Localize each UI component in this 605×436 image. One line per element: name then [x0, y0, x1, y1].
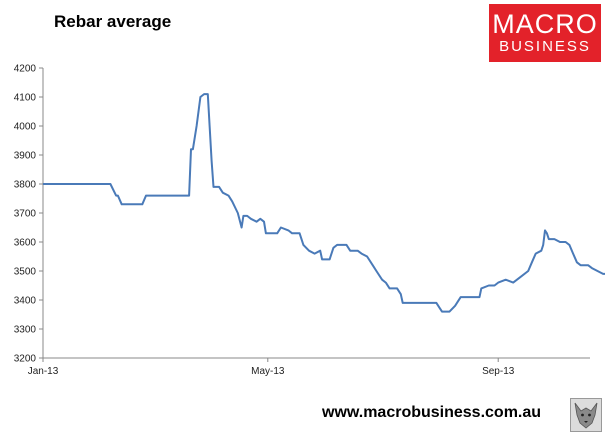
chart-title: Rebar average: [54, 12, 172, 31]
y-axis-ticks: 3200 3300 3400 3500 3600 3700 3800 3900 4000 4100…: [14, 64, 43, 365]
x-axis-ticks: Jan-13 May-13 Sep-13: [28, 358, 515, 377]
x-tick-label: Sep-13: [482, 366, 515, 377]
rebar-series-line: [43, 93, 605, 313]
y-tick-label: 4000: [14, 122, 37, 133]
y-tick-label: 4200: [14, 64, 37, 75]
y-tick-label: 4100: [14, 93, 37, 104]
y-tick-label: 3900: [14, 151, 37, 162]
y-tick-label: 3500: [14, 267, 37, 278]
logo-line2: BUSINESS: [499, 38, 591, 55]
y-tick-label: 3800: [14, 180, 37, 191]
y-tick-label: 3600: [14, 238, 37, 249]
x-tick-label: Jan-13: [28, 366, 59, 377]
x-tick-label: May-13: [251, 366, 285, 377]
y-tick-label: 3200: [14, 354, 37, 365]
logo-line1: MACRO: [492, 9, 598, 39]
website-url[interactable]: www.macrobusiness.com.au: [322, 404, 542, 421]
macrobusiness-logo[interactable]: MACRO BUSINESS: [489, 4, 601, 62]
wolf-icon: [570, 398, 602, 432]
y-tick-label: 3400: [14, 296, 37, 307]
y-tick-label: 3300: [14, 325, 37, 336]
y-tick-label: 3700: [14, 209, 37, 220]
